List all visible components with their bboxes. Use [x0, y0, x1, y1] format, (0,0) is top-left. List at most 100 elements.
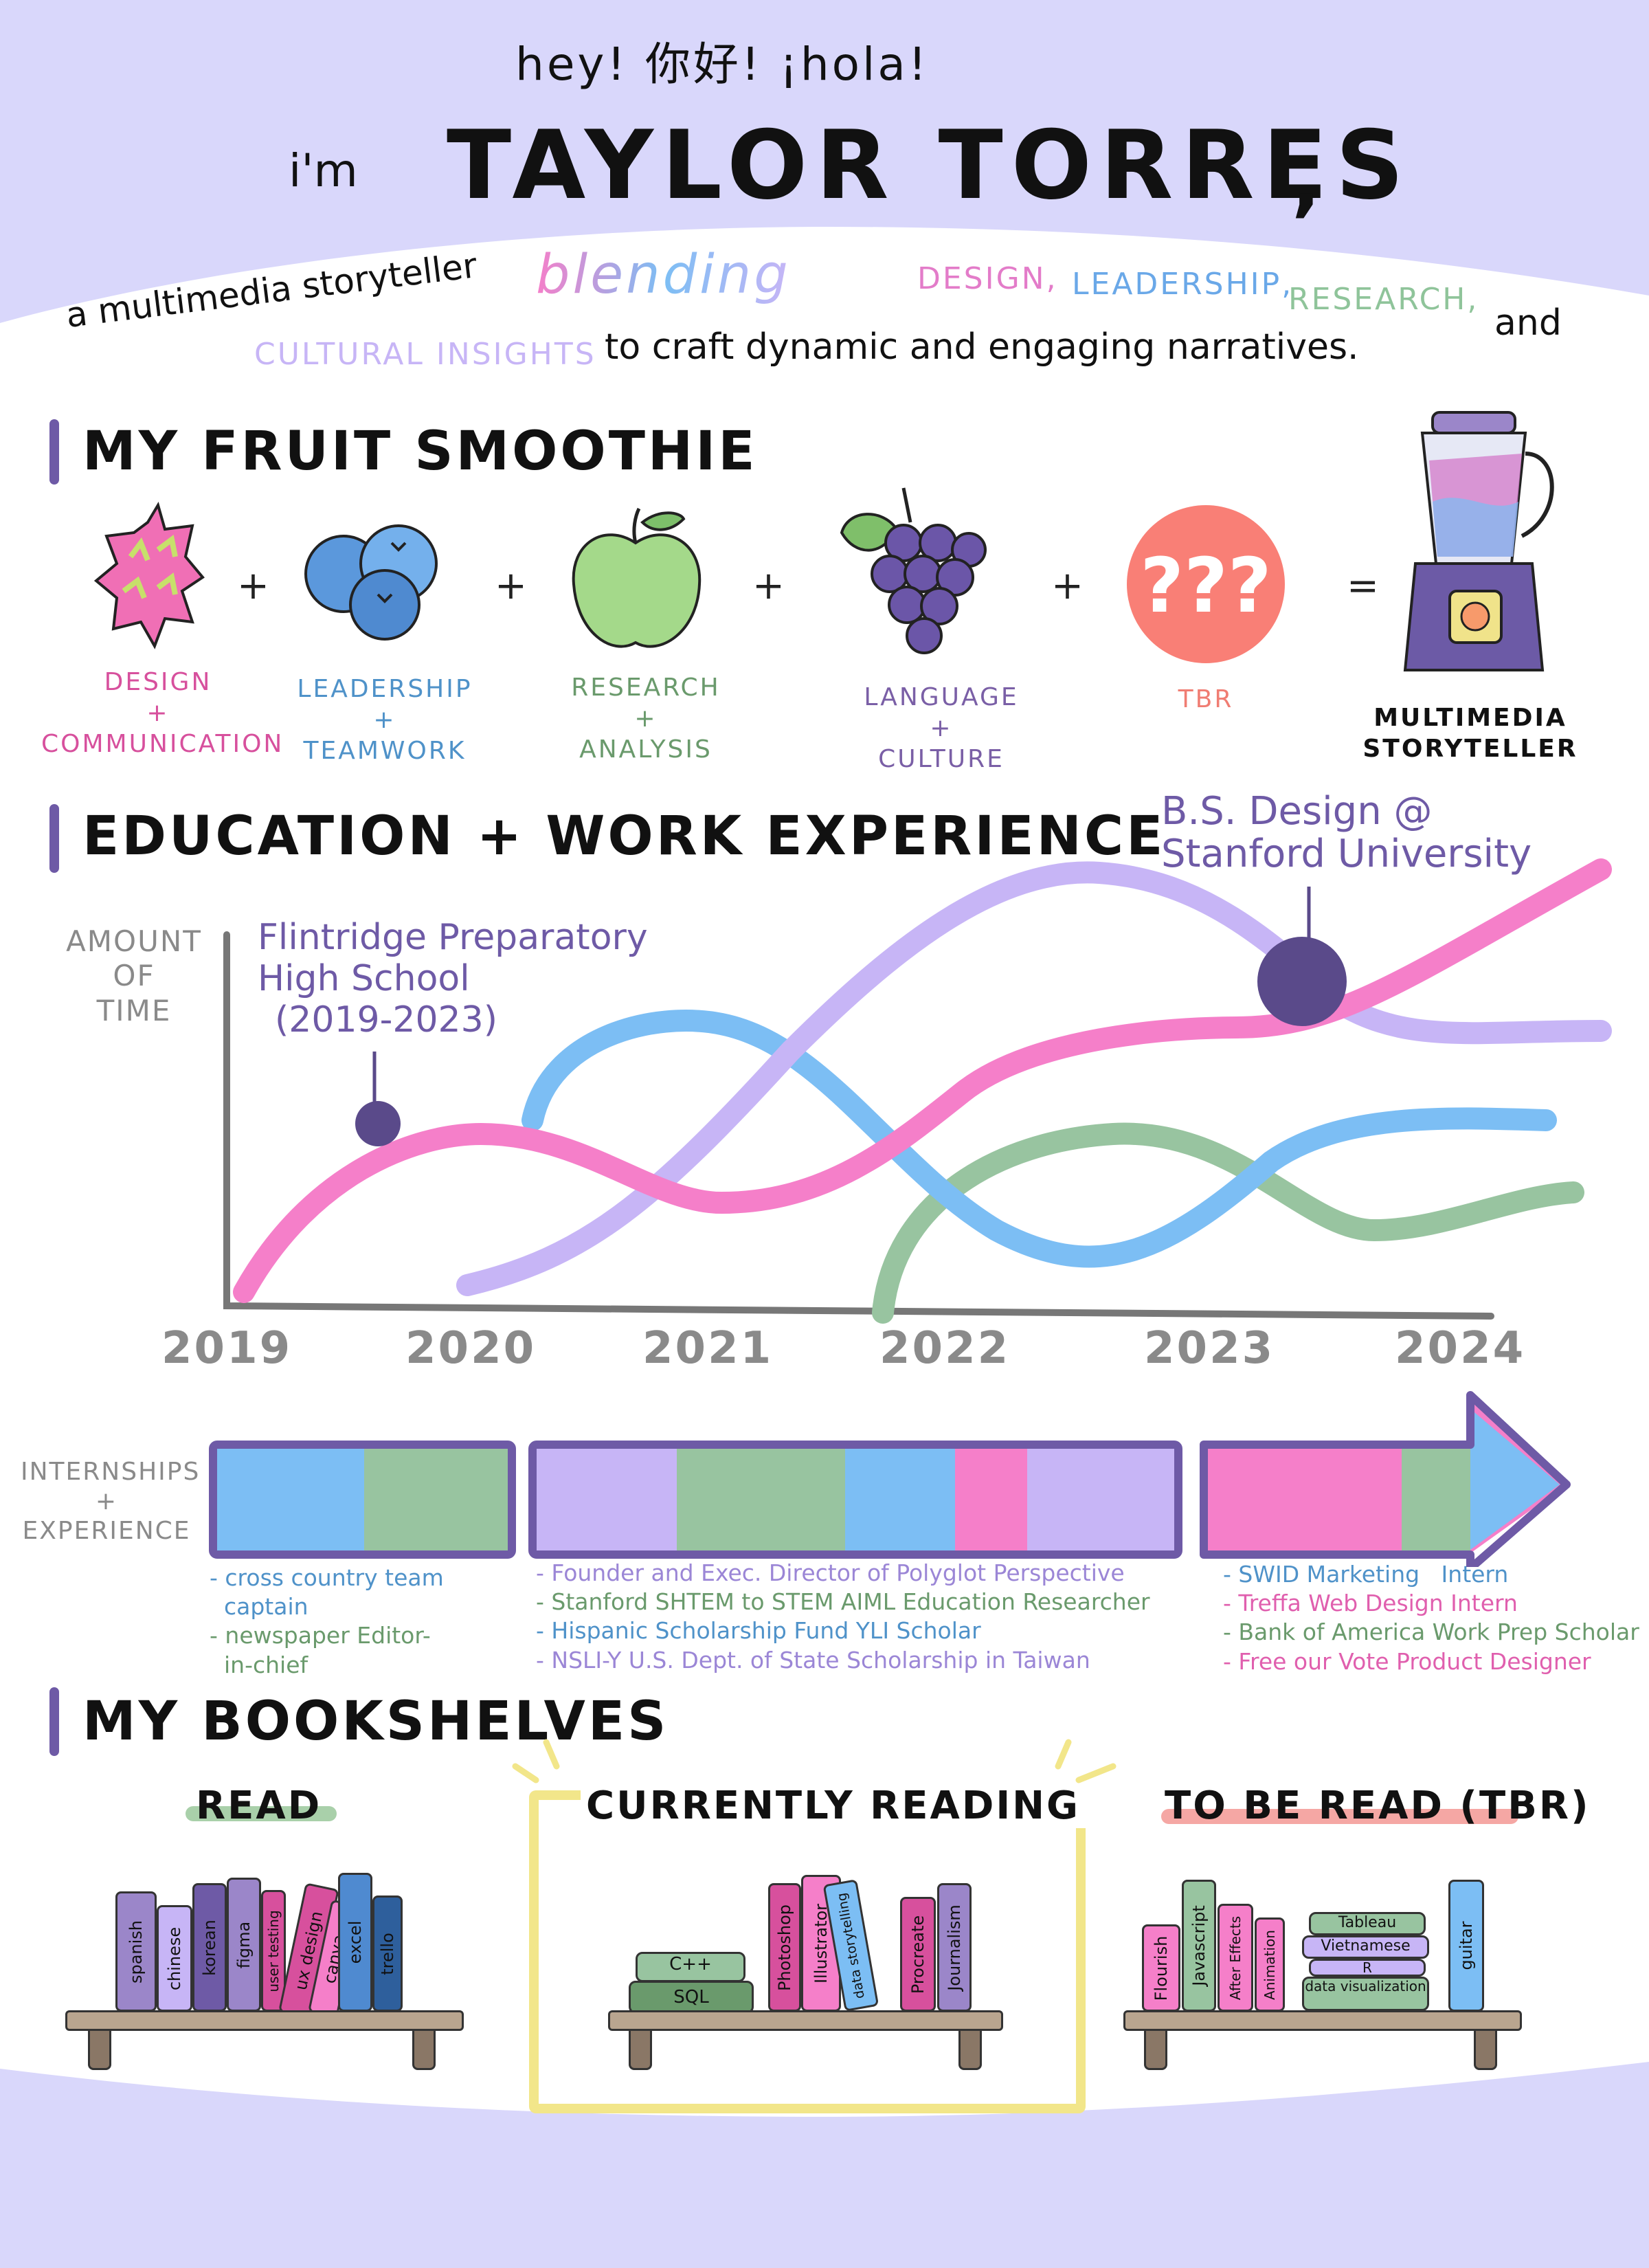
- tbr-highlight: [1161, 1809, 1518, 1824]
- sparkle-lines: [512, 1739, 1117, 1783]
- bookshelves-title: MY BOOKSHELVES: [82, 1691, 669, 1753]
- book-label: Animation: [1261, 1929, 1278, 2000]
- book-label: korean: [200, 1919, 219, 1976]
- page-title: TAYLOR TORRES: [447, 110, 1413, 221]
- book-label: Procreate: [908, 1915, 928, 1994]
- label-bottom: ANALYSIS: [579, 735, 713, 764]
- book-javascript: Javascript: [1182, 1880, 1216, 2012]
- read-highlight: [186, 1806, 337, 1821]
- book-label: spanish: [126, 1920, 146, 1983]
- y-axis-label: AMOUNT OF TIME: [55, 924, 213, 1028]
- tagline-design: DESIGN,: [917, 261, 1058, 296]
- y-axis-label-line2: OF: [113, 959, 155, 993]
- tagline-leadership: LEADERSHIP,: [1072, 267, 1294, 302]
- result-line2: STORYTELLER: [1362, 735, 1578, 763]
- label-top: LEADERSHIP: [297, 675, 473, 703]
- annotation-hs-line3: (2019-2023): [275, 999, 498, 1041]
- label-top: DESIGN: [104, 668, 212, 696]
- book-trello: trello: [372, 1895, 403, 2012]
- shelf-leg: [412, 2029, 436, 2070]
- education-title: EDUCATION + WORK EXPERIENCE: [82, 805, 1166, 867]
- list-item: - SWID Marketing Intern: [1223, 1561, 1509, 1588]
- equals-sign: =: [1347, 564, 1379, 608]
- greeting: hey! 你好! ¡hola!: [515, 38, 930, 91]
- im-text: i'm: [289, 144, 358, 197]
- blender-icon: [1403, 411, 1554, 671]
- section-bar-smoothie: [49, 419, 59, 485]
- internships-label-line1: INTERNSHIPS: [21, 1458, 201, 1486]
- book-label: chinese: [165, 1926, 184, 1990]
- book-figma: figma: [227, 1878, 261, 2012]
- shelf-read: [65, 2010, 464, 2031]
- list-item: - NSLI-Y U.S. Dept. of State Scholarship…: [536, 1646, 1090, 1674]
- label-plus: +: [146, 699, 170, 727]
- book-procreate: Procreate: [900, 1897, 936, 2012]
- internships-label-line3: EXPERIENCE: [22, 1517, 191, 1546]
- book-guitar: guitar: [1448, 1880, 1484, 2012]
- book-spanish: spanish: [115, 1891, 157, 2012]
- internship-list-2: - Founder and Exec. Director of Polyglot…: [536, 1559, 1150, 1675]
- book-journalism: Journalism: [937, 1883, 972, 2012]
- list-item: - newspaper Editor-: [210, 1622, 431, 1649]
- x-tick: 2024: [1395, 1323, 1526, 1374]
- series-blue: [521, 1010, 1557, 1268]
- book-label: figma: [234, 1921, 254, 1968]
- book-label: guitar: [1457, 1921, 1476, 1970]
- section-bar-bookshelves: [49, 1687, 59, 1756]
- plus-sign: +: [495, 564, 527, 608]
- annotation-stanford: B.S. Design @ Stanford University: [1161, 790, 1532, 875]
- shelf-tbr: [1123, 2010, 1522, 2031]
- book-excel: excel: [338, 1873, 372, 2012]
- label-language: LANGUAGE + CULTURE: [824, 682, 1058, 775]
- book-label: user testing: [265, 1909, 282, 1992]
- label-multimedia-storyteller: MULTIMEDIA STORYTELLER: [1347, 702, 1594, 764]
- label-research: RESEARCH + ANALYSIS: [529, 672, 763, 765]
- annotation-bs-line1: B.S. Design @: [1161, 789, 1433, 834]
- list-item: captain: [210, 1593, 309, 1621]
- dragonfruit-icon: [93, 502, 205, 649]
- annotation-high-school: Flintridge Preparatory High School (2019…: [258, 917, 648, 1041]
- list-item: - Hispanic Scholarship Fund YLI Scholar: [536, 1617, 981, 1645]
- book-label: Photoshop: [775, 1904, 794, 1991]
- timeline-chart: [223, 858, 1612, 1324]
- annotation-bs-line2: Stanford University: [1161, 831, 1532, 876]
- currently-reading-title: CURRENTLY READING: [581, 1783, 1086, 1828]
- label-tbr: TBR: [1178, 685, 1234, 713]
- y-axis-label-line3: TIME: [96, 993, 172, 1027]
- internships-label: INTERNSHIPS + EXPERIENCE: [21, 1457, 201, 1546]
- book-label: Journalism: [945, 1904, 964, 1991]
- book-vietnamese: Vietnamese: [1302, 1935, 1429, 1959]
- question-marks-icon: ???: [1127, 505, 1285, 663]
- smoothie-title: MY FRUIT SMOOTHIE: [82, 421, 758, 482]
- list-item: - Stanford SHTEM to STEM AIML Education …: [536, 1588, 1150, 1616]
- blueberries-icon: [304, 524, 438, 641]
- bs-dot: [1257, 937, 1347, 1026]
- list-item: - Free our Vote Product Designer: [1223, 1647, 1591, 1675]
- x-tick: 2022: [879, 1323, 1011, 1374]
- plus-sign: +: [1051, 564, 1084, 608]
- shelf-leg: [958, 2029, 982, 2070]
- shelf-leg: [1474, 2029, 1497, 2070]
- x-tick: 2021: [642, 1323, 774, 1374]
- x-tick: 2023: [1144, 1323, 1275, 1374]
- shelf-leg: [1144, 2029, 1167, 2070]
- book-cpp: C++: [636, 1952, 745, 1982]
- book-label: Javascript: [1189, 1905, 1209, 1986]
- tagline-cultural: CULTURAL INSIGHTS: [254, 337, 596, 372]
- book-user-testing: user testing: [261, 1890, 286, 2012]
- label-leadership: LEADERSHIP + TEAMWORK: [268, 674, 502, 766]
- internships-label-line2: +: [95, 1487, 118, 1516]
- tagline-part2: to craft dynamic and engaging narratives…: [605, 326, 1359, 368]
- list-item: - Bank of America Work Prep Scholar: [1223, 1619, 1639, 1646]
- title-comma: ,: [1292, 137, 1321, 225]
- book-flourish: Flourish: [1142, 1924, 1180, 2012]
- book-data-visualization: data visualization: [1302, 1977, 1429, 2011]
- tagline-and: and: [1494, 302, 1562, 344]
- result-line1: MULTIMEDIA: [1373, 704, 1567, 732]
- read-title: READ: [196, 1783, 322, 1828]
- y-axis-label-line1: AMOUNT: [66, 924, 202, 958]
- book-label: After Effects: [1227, 1915, 1244, 2000]
- book-photoshop: Photoshop: [768, 1883, 801, 2012]
- list-item: in-chief: [210, 1651, 309, 1678]
- label-plus: +: [373, 706, 396, 734]
